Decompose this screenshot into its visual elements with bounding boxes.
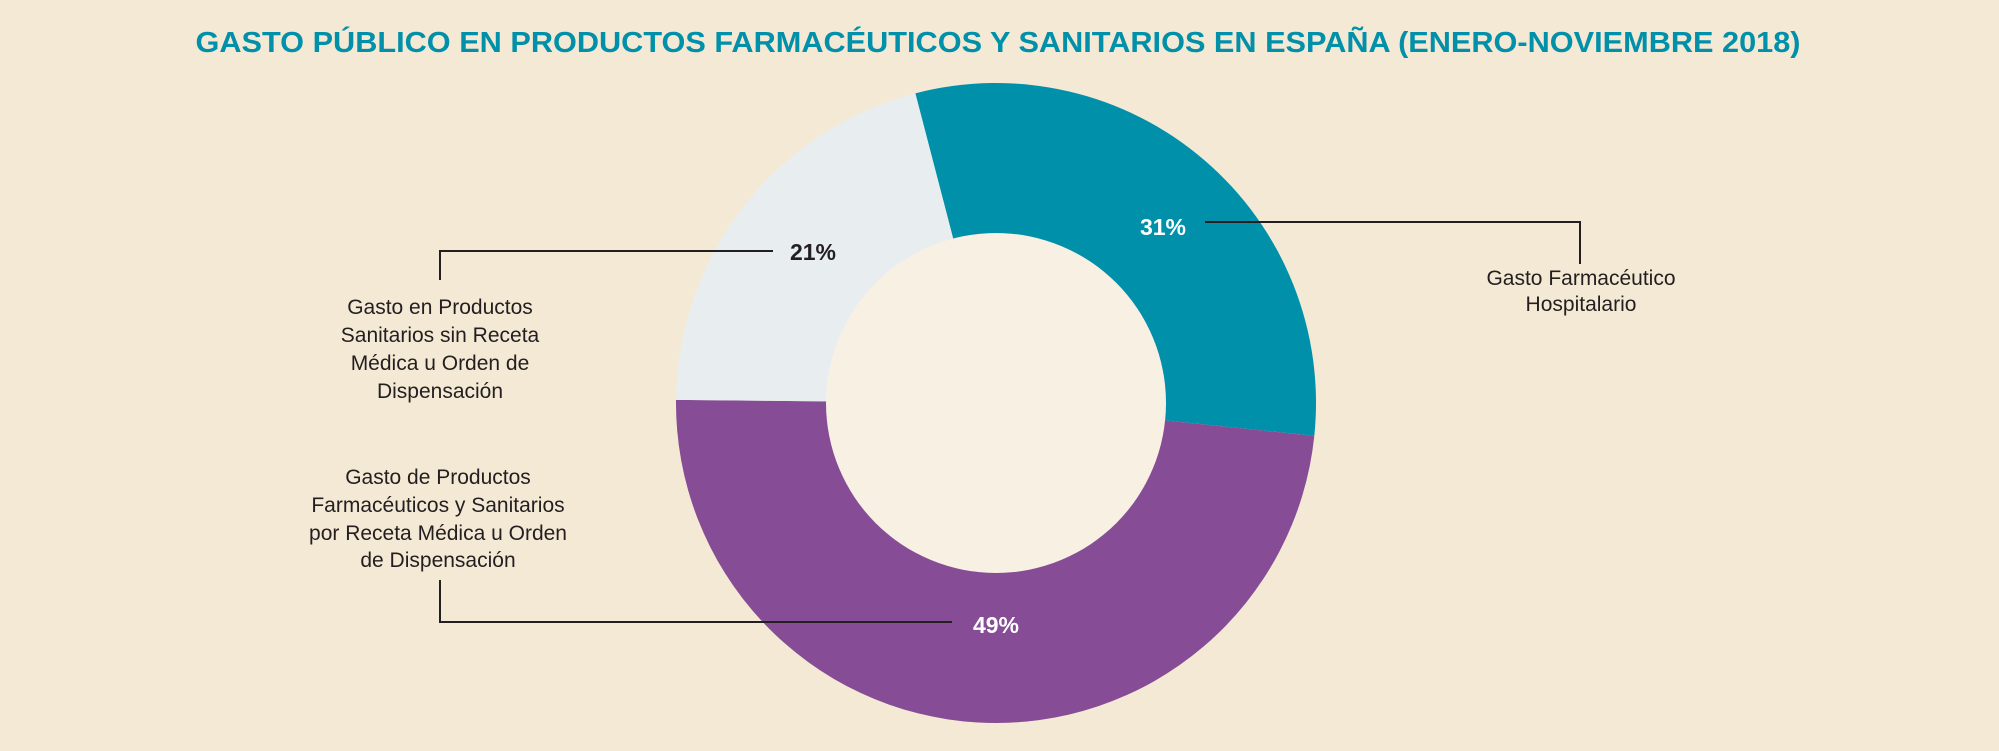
category-label-receta-line3: por Receta Médica u Orden xyxy=(309,522,567,545)
value-label-sin-receta: 21% xyxy=(790,239,836,265)
category-label-receta-line4: de Dispensación xyxy=(360,549,515,572)
category-label-sin-receta-line3: Médica u Orden de xyxy=(351,352,530,375)
category-label-sin-receta-line1: Gasto en Productos xyxy=(347,296,533,319)
category-label-receta-line1: Gasto de Productos xyxy=(345,466,531,489)
leader-line-receta xyxy=(439,580,952,623)
donut-hole xyxy=(826,233,1166,573)
leader-line-hospitalario xyxy=(1205,221,1581,264)
category-label-sin-receta-line4: Dispensación xyxy=(377,380,503,403)
category-label-sin-receta-line2: Sanitarios sin Receta xyxy=(341,324,540,347)
category-label-receta-line2: Farmacéuticos y Sanitarios xyxy=(311,494,564,517)
value-label-receta: 49% xyxy=(973,612,1019,638)
chart-title: GASTO PÚBLICO EN PRODUCTOS FARMACÉUTICOS… xyxy=(196,25,1801,59)
category-label-hospitalario-line1: Gasto Farmacéutico xyxy=(1486,267,1675,290)
value-label-hospitalario: 31% xyxy=(1140,214,1186,240)
category-label-hospitalario-line2: Hospitalario xyxy=(1526,293,1637,316)
leader-line-sin-receta xyxy=(439,250,773,280)
